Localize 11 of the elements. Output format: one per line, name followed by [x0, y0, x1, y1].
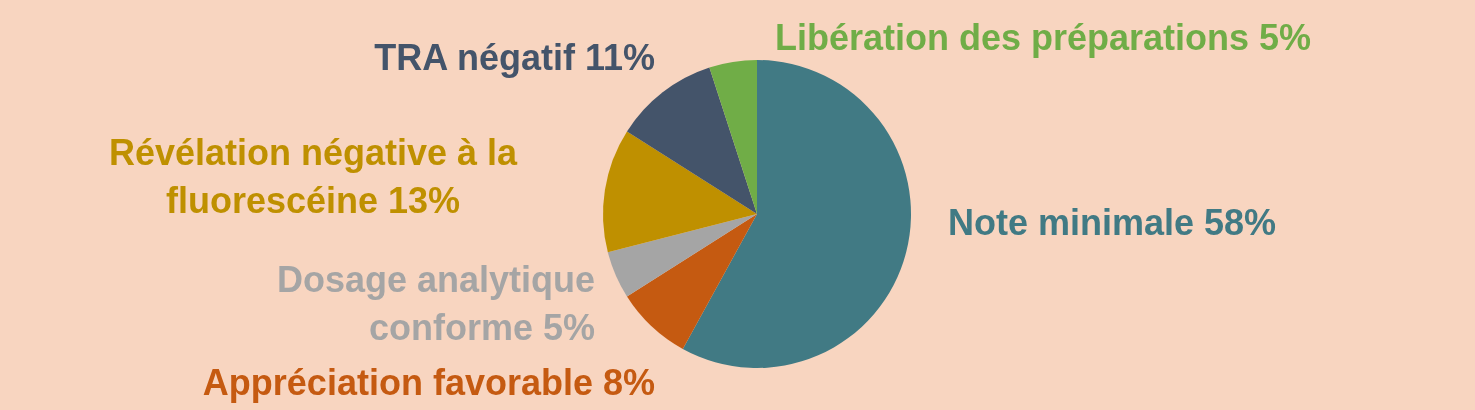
pie-slice: [607, 214, 757, 297]
slice-label: Note minimale 58%: [948, 202, 1277, 243]
pie-slice: [603, 131, 757, 253]
slice-label: Libération des préparations 5%: [775, 17, 1312, 58]
pie-slice: [682, 60, 911, 368]
pie-slice: [709, 60, 757, 214]
slice-label: Révélation négative à la fluorescéine 13%: [108, 132, 519, 221]
pie-slice: [626, 214, 757, 349]
slice-label: Dosage analytique conforme 5%: [276, 259, 595, 348]
slice-label: TRA négatif 11%: [374, 37, 655, 78]
slice-label: Appréciation favorable 8%: [202, 362, 655, 403]
